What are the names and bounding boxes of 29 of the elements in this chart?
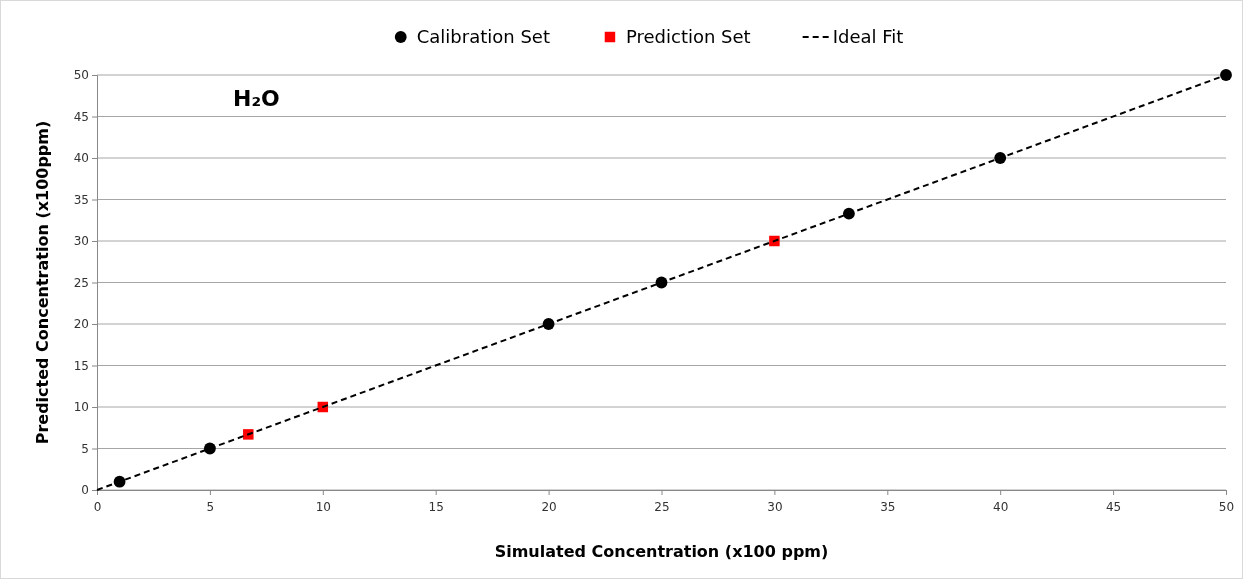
y-tick-label: 15 bbox=[73, 358, 89, 373]
legend-label: Prediction Set bbox=[625, 26, 751, 47]
y-tick-label: 5 bbox=[81, 441, 89, 456]
legend-label: Ideal Fit bbox=[832, 26, 904, 47]
x-axis-title: Simulated Concentration (x100 ppm) bbox=[494, 542, 829, 561]
y-axis-title: Predicted Concentration (x100ppm) bbox=[33, 120, 52, 445]
x-tick-label: 50 bbox=[1218, 500, 1235, 515]
x-tick-label: 35 bbox=[880, 500, 896, 515]
x-tick-label: 5 bbox=[206, 500, 215, 515]
legend-label: Calibration Set bbox=[416, 26, 550, 47]
x-tick-label: 25 bbox=[654, 500, 670, 515]
x-tick-label: 40 bbox=[993, 500, 1009, 515]
y-tick-label: 0 bbox=[81, 483, 89, 498]
y-tick-label: 50 bbox=[73, 68, 89, 83]
x-tick-label: 15 bbox=[428, 500, 444, 515]
x-tick-label: 0 bbox=[93, 500, 102, 515]
x-tick-label: 45 bbox=[1105, 500, 1122, 515]
y-tick-label: 20 bbox=[73, 317, 89, 332]
point bbox=[1220, 69, 1232, 81]
x-tick-label: 20 bbox=[541, 500, 557, 515]
x-tick-label: 10 bbox=[315, 500, 331, 515]
y-tick-label: 30 bbox=[73, 234, 89, 249]
x-tick-label: 30 bbox=[767, 500, 783, 515]
y-tick-label: 40 bbox=[73, 151, 89, 166]
y-tick-label: 35 bbox=[73, 192, 89, 207]
y-tick-label: 45 bbox=[73, 109, 89, 124]
y-tick-label: 10 bbox=[73, 400, 89, 415]
y-tick-label: 25 bbox=[73, 275, 89, 290]
annotation: H₂O bbox=[233, 86, 280, 111]
